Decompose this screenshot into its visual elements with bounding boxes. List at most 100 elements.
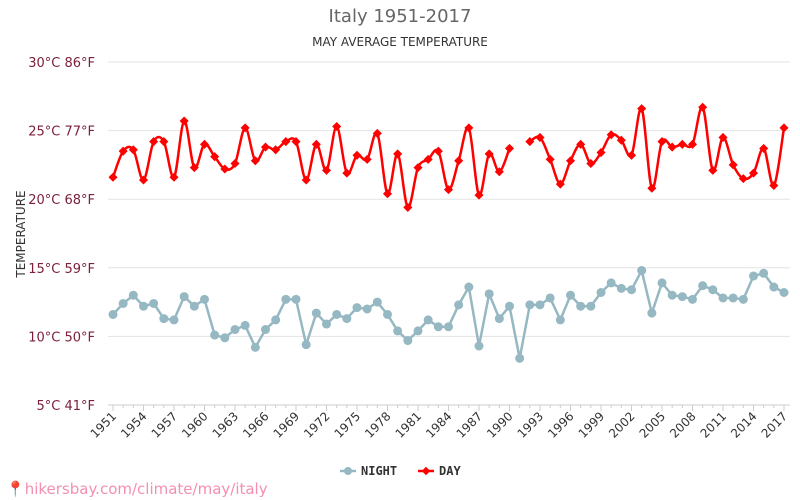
- night-data-point: [372, 297, 382, 307]
- night-data-point: [474, 341, 484, 351]
- day-data-point: [504, 143, 515, 153]
- night-data-point: [261, 325, 270, 335]
- x-tick-label: 1963: [210, 409, 241, 440]
- night-data-point: [169, 315, 179, 325]
- day-data-point: [647, 183, 657, 193]
- day-data-point: [464, 123, 474, 133]
- x-tick-label: 1996: [545, 409, 576, 440]
- day-data-point: [769, 180, 779, 191]
- y-tick-label: 20°C 68°F: [28, 193, 95, 208]
- night-data-point: [535, 300, 545, 310]
- y-axis-label: TEMPERATURE: [14, 190, 28, 278]
- night-data-point: [250, 342, 260, 352]
- x-tick-label: 2005: [637, 409, 668, 440]
- night-data-point: [728, 293, 738, 303]
- day-data-point: [393, 149, 403, 159]
- night-data-point: [433, 322, 443, 332]
- x-tick-label: 1981: [393, 409, 424, 440]
- night-data-point: [149, 298, 159, 308]
- x-tick-label: 1999: [576, 409, 607, 440]
- x-tick-label: 2014: [728, 409, 759, 440]
- day-data-point: [626, 150, 637, 160]
- footer-link[interactable]: 📍hikersbay.com/climate/may/italy: [6, 480, 268, 498]
- pin-icon: 📍: [6, 480, 25, 498]
- day-data-point: [433, 146, 443, 156]
- night-data-point: [759, 268, 769, 278]
- x-tick-label: 2008: [667, 409, 698, 440]
- night-data-point: [139, 301, 148, 311]
- night-data-point: [159, 314, 169, 324]
- day-data-point: [138, 175, 149, 185]
- night-data-point: [464, 282, 474, 292]
- day-data-point: [230, 159, 240, 169]
- night-data-point: [118, 298, 128, 308]
- day-series-line: [529, 106, 786, 190]
- day-data-point: [271, 145, 281, 155]
- x-tick-label: 1975: [332, 409, 363, 440]
- legend-marker: [344, 467, 352, 475]
- x-tick-label: 1954: [118, 409, 149, 440]
- night-data-point: [596, 287, 606, 297]
- night-data-point: [555, 315, 565, 325]
- night-data-point: [677, 292, 687, 302]
- night-data-point: [525, 300, 535, 310]
- x-tick-label: 1978: [362, 409, 393, 440]
- night-data-point: [586, 301, 596, 311]
- day-data-point: [332, 121, 342, 132]
- day-data-point: [677, 139, 687, 149]
- x-tick-label: 2017: [759, 409, 790, 440]
- night-data-point: [606, 278, 616, 288]
- night-data-point: [291, 294, 301, 304]
- x-tick-label: 1960: [179, 409, 210, 440]
- day-data-point: [108, 172, 118, 182]
- night-data-point: [576, 301, 586, 311]
- day-data-point: [128, 145, 138, 155]
- night-data-point: [769, 282, 779, 292]
- night-data-point: [362, 304, 372, 314]
- night-data-point: [393, 326, 403, 336]
- x-tick-label: 1984: [423, 409, 454, 440]
- day-data-point: [555, 179, 565, 189]
- day-data-point: [565, 156, 576, 166]
- night-data-point: [281, 294, 291, 304]
- night-series-line: [112, 267, 785, 359]
- night-data-point: [698, 281, 708, 291]
- night-data-point: [322, 319, 331, 329]
- day-data-point: [159, 137, 169, 147]
- night-data-point: [342, 314, 352, 324]
- y-tick-label: 10°C 50°F: [28, 330, 95, 345]
- night-data-point: [667, 290, 677, 300]
- night-data-point: [210, 330, 220, 340]
- night-data-point: [688, 294, 697, 304]
- y-tick-label: 5°C 41°F: [37, 399, 96, 414]
- day-data-point: [179, 116, 189, 126]
- day-data-point: [728, 160, 738, 170]
- night-data-point: [189, 301, 199, 311]
- day-data-point: [586, 159, 596, 169]
- night-data-point: [352, 303, 362, 313]
- night-data-point: [566, 290, 575, 300]
- night-data-point: [220, 333, 230, 343]
- day-data-point: [545, 154, 555, 164]
- footer-text: hikersbay.com/climate/may/italy: [24, 480, 268, 498]
- x-tick-label: 1990: [484, 409, 515, 440]
- night-data-point: [454, 300, 464, 310]
- night-data-point: [444, 322, 453, 332]
- day-data-point: [616, 135, 626, 145]
- x-tick-label: 2011: [698, 409, 729, 440]
- night-data-point: [708, 285, 718, 295]
- night-data-point: [128, 290, 138, 300]
- night-data-point: [383, 309, 392, 319]
- day-data-point: [525, 137, 535, 147]
- day-data-point: [362, 154, 372, 164]
- day-data-point: [738, 174, 748, 184]
- y-tick-label: 15°C 59°F: [28, 262, 95, 277]
- night-data-point: [200, 294, 209, 304]
- night-data-point: [657, 278, 667, 288]
- y-tick-label: 25°C 77°F: [28, 125, 95, 140]
- night-data-point: [179, 292, 189, 302]
- day-series-line: [111, 119, 511, 209]
- day-data-point: [250, 156, 260, 166]
- x-tick-label: 1987: [454, 409, 485, 440]
- night-data-point: [108, 309, 118, 319]
